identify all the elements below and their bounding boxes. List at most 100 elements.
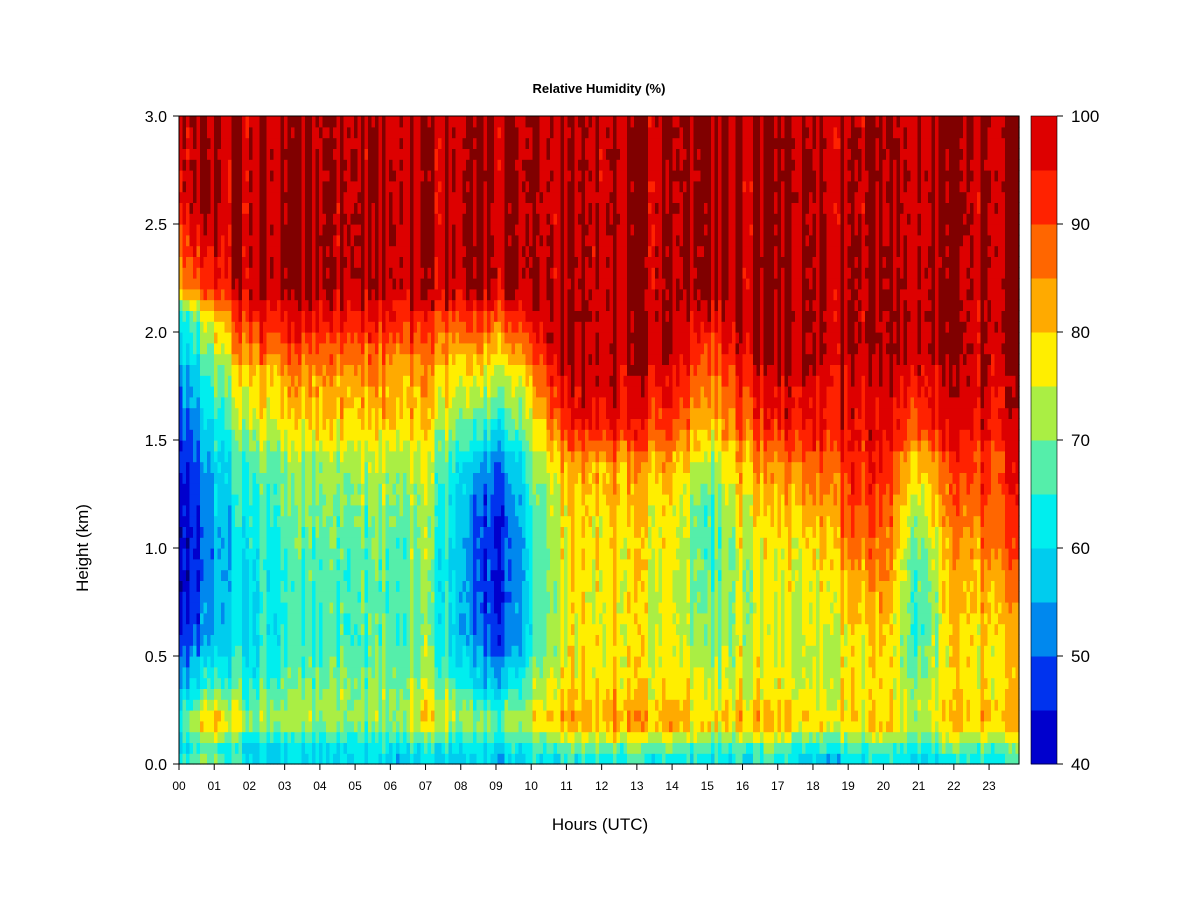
heatmap-cell <box>277 570 281 581</box>
heatmap-cell <box>358 645 362 656</box>
heatmap-cell <box>372 429 376 440</box>
heatmap-cell <box>256 256 260 267</box>
heatmap-cell <box>438 472 442 483</box>
heatmap-cell <box>218 526 222 537</box>
heatmap-cell <box>204 753 208 764</box>
heatmap-cell <box>298 343 302 354</box>
heatmap-cell <box>463 580 467 591</box>
heatmap-cell <box>375 418 379 429</box>
heatmap-cell <box>190 678 194 689</box>
heatmap-cell <box>330 742 334 753</box>
heatmap-cell <box>333 127 337 138</box>
heatmap-cell <box>358 148 362 159</box>
heatmap-cell <box>235 624 239 635</box>
heatmap-cell <box>218 440 222 451</box>
heatmap-cell <box>214 408 218 419</box>
heatmap-cell <box>249 656 253 667</box>
heatmap-cell <box>407 688 411 699</box>
heatmap-cell <box>316 580 320 591</box>
heatmap-cell <box>337 202 341 213</box>
heatmap-cell <box>337 224 341 235</box>
heatmap-cell <box>407 678 411 689</box>
heatmap-cell <box>466 591 470 602</box>
heatmap-cell <box>183 580 187 591</box>
heatmap-cell <box>400 591 404 602</box>
heatmap-cell <box>302 753 306 764</box>
heatmap-cell <box>330 310 334 321</box>
heatmap-cell <box>218 462 222 473</box>
heatmap-cell <box>368 181 372 192</box>
heatmap-cell <box>319 202 323 213</box>
heatmap-cell <box>351 462 355 473</box>
heatmap-cell <box>368 256 372 267</box>
heatmap-cell <box>347 343 351 354</box>
heatmap-cell <box>382 159 386 170</box>
heatmap-cell <box>400 354 404 365</box>
heatmap-cell <box>466 429 470 440</box>
heatmap-cell <box>386 570 390 581</box>
heatmap-cell <box>214 742 218 753</box>
heatmap-cell <box>190 159 194 170</box>
heatmap-cell <box>197 213 201 224</box>
heatmap-cell <box>330 375 334 386</box>
heatmap-cell <box>246 699 250 710</box>
heatmap-cell <box>372 613 376 624</box>
heatmap-cell <box>274 235 278 246</box>
heatmap-cell <box>221 710 225 721</box>
heatmap-cell <box>249 505 253 516</box>
heatmap-cell <box>326 440 330 451</box>
heatmap-cell <box>358 408 362 419</box>
heatmap-cell <box>431 732 435 743</box>
heatmap-cell <box>361 181 365 192</box>
heatmap-cell <box>232 224 236 235</box>
heatmap-cell <box>211 624 215 635</box>
heatmap-cell <box>242 246 246 257</box>
heatmap-cell <box>253 375 257 386</box>
heatmap-cell <box>225 678 229 689</box>
heatmap-cell <box>337 570 341 581</box>
heatmap-cell <box>417 127 421 138</box>
heatmap-cell <box>438 624 442 635</box>
heatmap-cell <box>256 472 260 483</box>
heatmap-cell <box>340 656 344 667</box>
heatmap-cell <box>309 516 313 527</box>
heatmap-cell <box>445 732 449 743</box>
heatmap-cell <box>207 721 211 732</box>
heatmap-cell <box>242 332 246 343</box>
heatmap-cell <box>393 138 397 149</box>
heatmap-cell <box>274 138 278 149</box>
heatmap-cell <box>428 710 432 721</box>
heatmap-cell <box>221 732 225 743</box>
heatmap-cell <box>361 516 365 527</box>
heatmap-cell <box>197 472 201 483</box>
heatmap-cell <box>193 472 197 483</box>
heatmap-cell <box>379 148 383 159</box>
heatmap-cell <box>470 688 474 699</box>
heatmap-cell <box>312 602 316 613</box>
heatmap-cell <box>232 710 236 721</box>
heatmap-cell <box>368 159 372 170</box>
heatmap-cell <box>421 602 425 613</box>
heatmap-cell <box>417 310 421 321</box>
heatmap-cell <box>361 483 365 494</box>
heatmap-cell <box>445 440 449 451</box>
heatmap-cell <box>445 462 449 473</box>
heatmap-cell <box>396 354 400 365</box>
heatmap-cell <box>281 602 285 613</box>
heatmap-cell <box>284 472 288 483</box>
heatmap-cell <box>340 753 344 764</box>
heatmap-cell <box>291 580 295 591</box>
heatmap-cell <box>305 375 309 386</box>
heatmap-cell <box>186 570 190 581</box>
heatmap-cell <box>288 645 292 656</box>
heatmap-cell <box>403 656 407 667</box>
heatmap-cell <box>379 440 383 451</box>
heatmap-cell <box>305 386 309 397</box>
heatmap-cell <box>183 483 187 494</box>
heatmap-cell <box>421 732 425 743</box>
heatmap-cell <box>354 462 358 473</box>
heatmap-cell <box>183 429 187 440</box>
heatmap-cell <box>466 602 470 613</box>
heatmap-cell <box>459 634 463 645</box>
heatmap-cell <box>256 332 260 343</box>
